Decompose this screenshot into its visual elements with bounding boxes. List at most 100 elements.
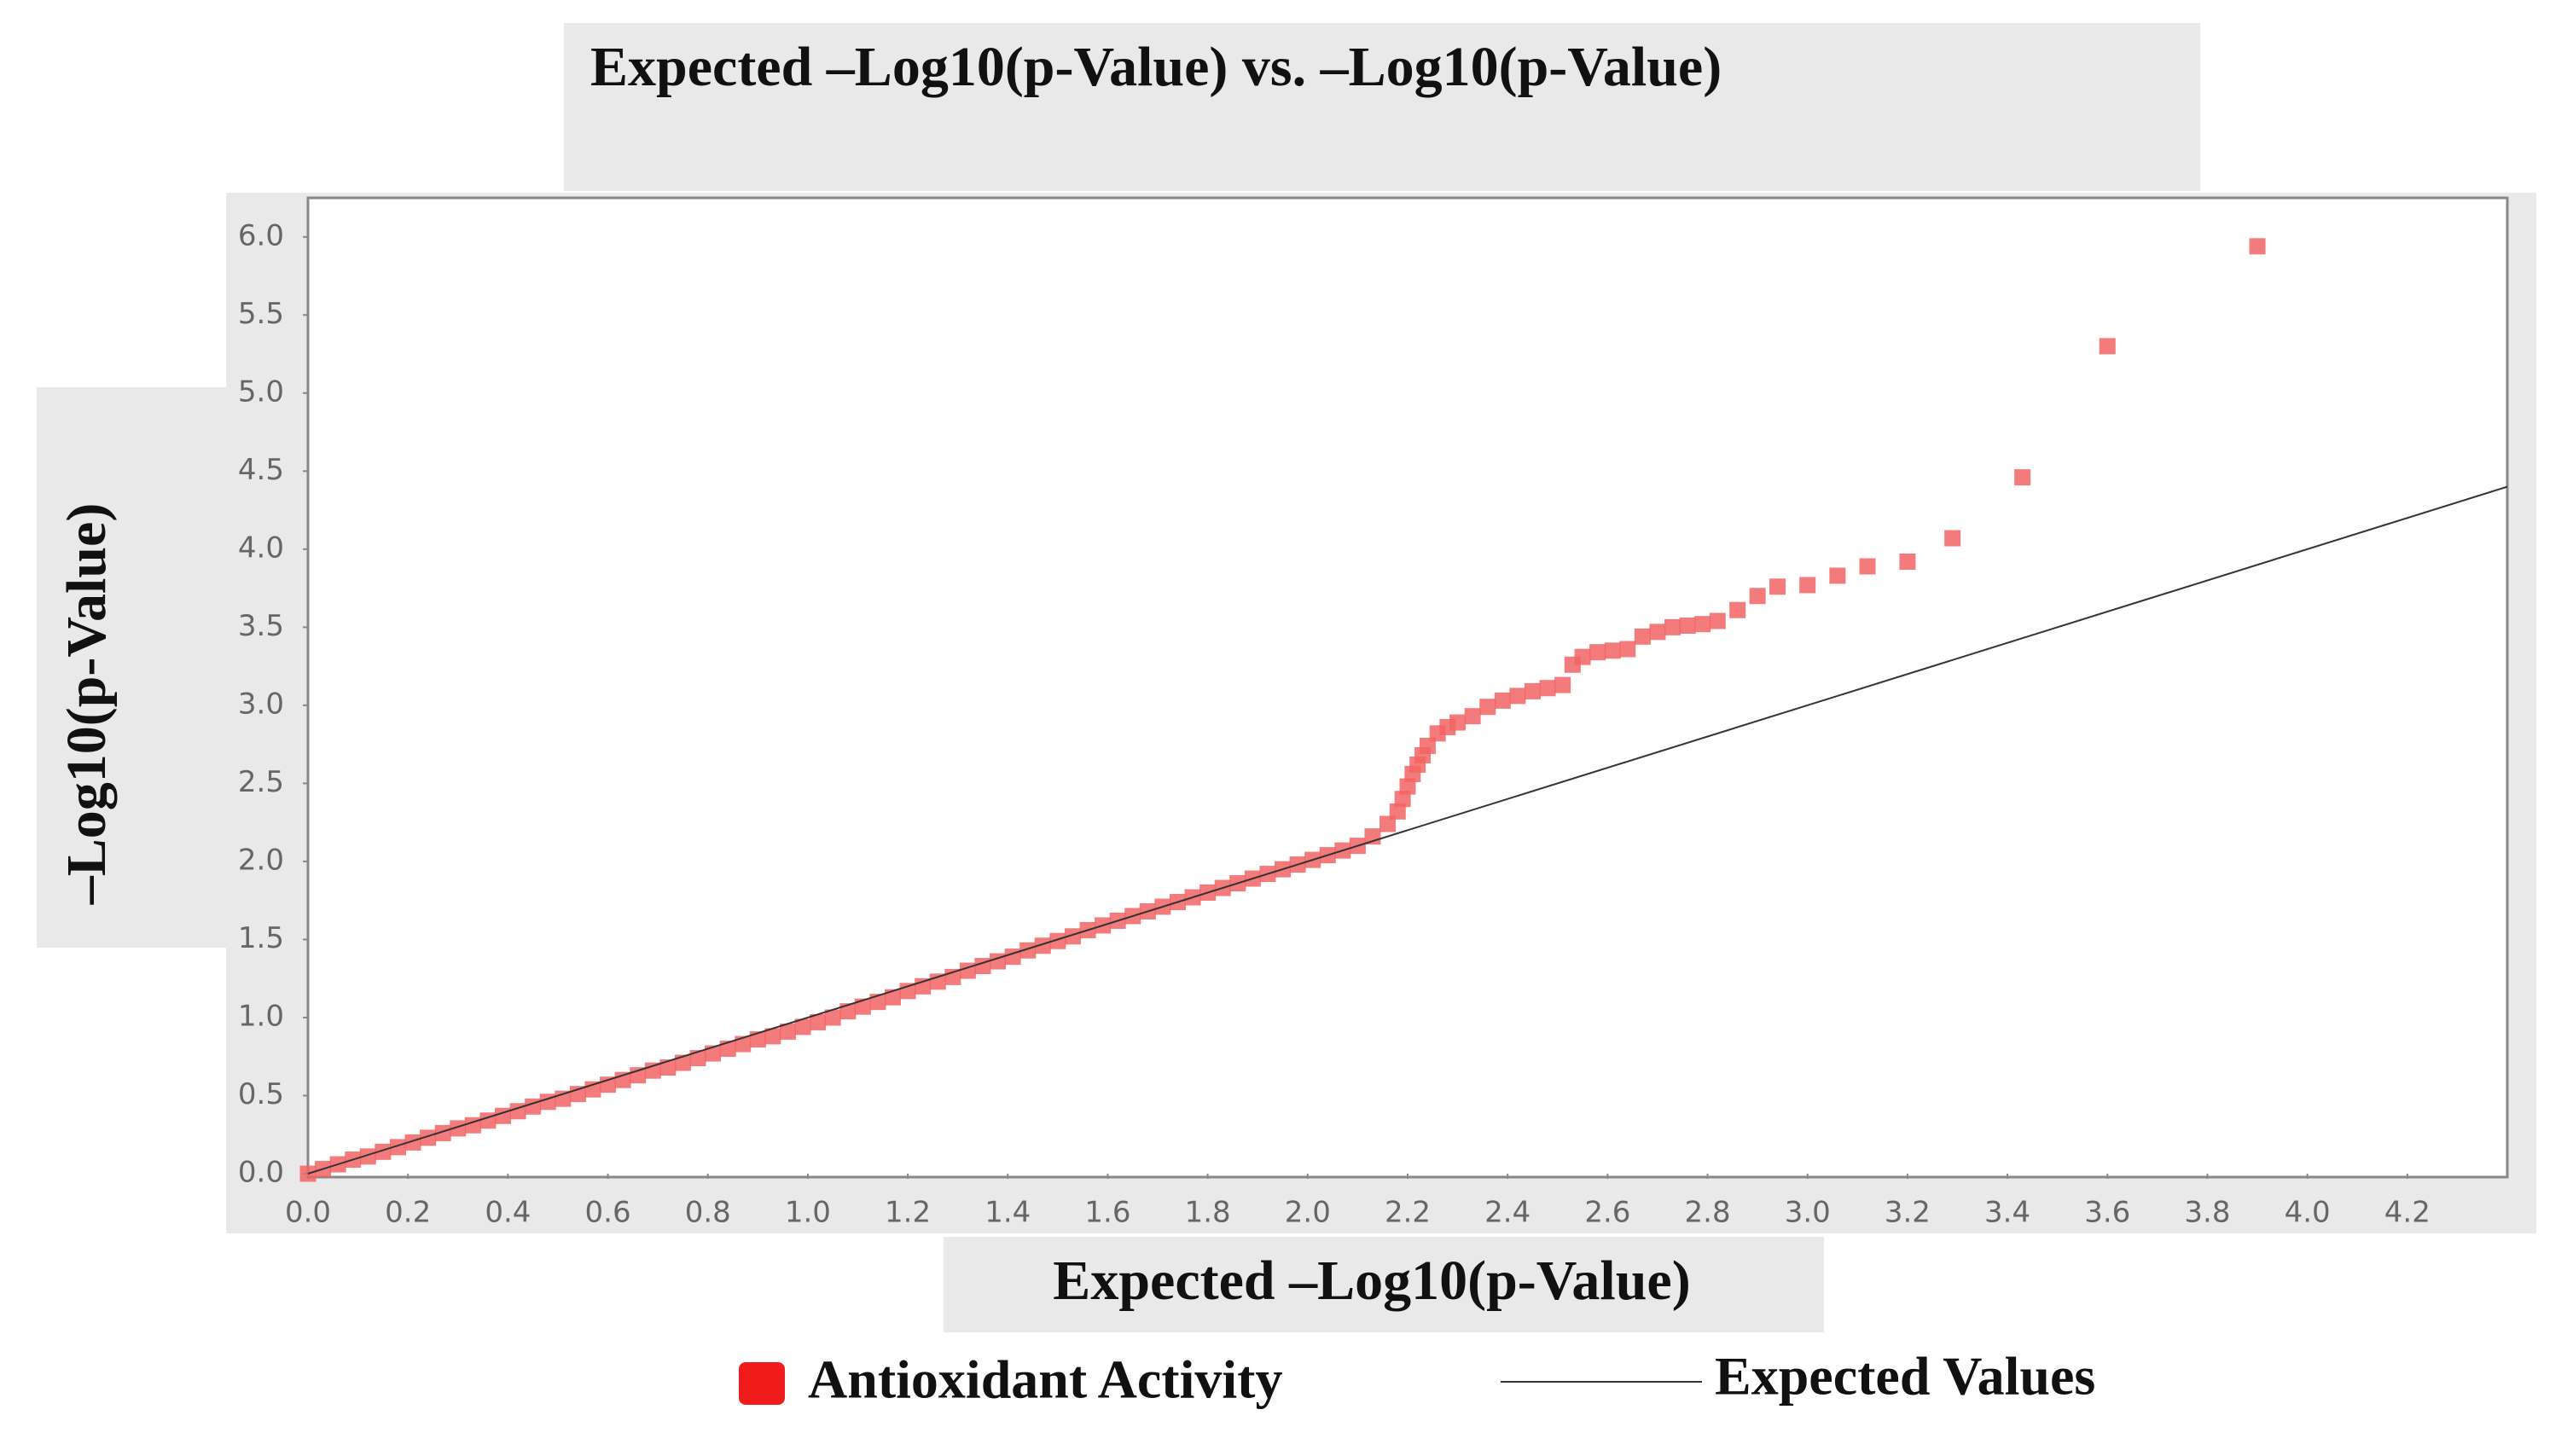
- data-point: [420, 1129, 437, 1146]
- data-point: [1694, 616, 1711, 633]
- data-point: [1574, 648, 1591, 665]
- data-point: [1494, 692, 1511, 709]
- data-point: [434, 1124, 451, 1141]
- data-point: [1769, 578, 1786, 595]
- data-point: [854, 998, 871, 1015]
- y-label-box: [37, 387, 226, 948]
- title-box: [564, 23, 2200, 191]
- data-point: [450, 1120, 467, 1137]
- x-axis-label: Expected –Log10(p-Value): [1053, 1250, 1690, 1312]
- x-tick-label: 2.0: [1285, 1196, 1331, 1230]
- x-tick-label: 3.0: [1785, 1196, 1831, 1230]
- x-tick-label: 2.4: [1484, 1196, 1530, 1230]
- x-tick-label: 1.6: [1084, 1196, 1130, 1230]
- y-tick-label: 2.5: [238, 765, 284, 799]
- data-point: [1729, 601, 1746, 618]
- data-point: [749, 1031, 766, 1048]
- data-point: [404, 1134, 421, 1151]
- data-point: [1799, 577, 1816, 594]
- x-tick-label: 4.2: [2384, 1196, 2431, 1230]
- data-point: [764, 1028, 781, 1045]
- data-point: [869, 994, 886, 1011]
- legend-label: Expected Values: [1715, 1346, 2095, 1407]
- x-tick-label: 2.8: [1685, 1196, 1731, 1230]
- y-tick-label: 0.0: [238, 1156, 284, 1190]
- y-tick-label: 2.0: [238, 843, 284, 877]
- legend-swatch: [739, 1362, 785, 1405]
- data-point: [1829, 567, 1846, 584]
- data-point: [719, 1041, 736, 1058]
- data-point: [1944, 530, 1961, 547]
- data-point: [1539, 680, 1556, 697]
- y-tick-label: 4.5: [238, 453, 284, 487]
- data-point: [705, 1045, 722, 1062]
- data-point: [1604, 642, 1621, 659]
- data-point: [1679, 618, 1696, 635]
- x-tick-label: 3.8: [2184, 1196, 2230, 1230]
- y-axis-label: –Log10(p-Value): [55, 503, 118, 906]
- data-point: [1379, 815, 1397, 832]
- data-point: [1479, 699, 1496, 716]
- data-point: [2014, 469, 2031, 486]
- data-point: [1649, 624, 1666, 641]
- data-point: [1554, 676, 1571, 693]
- x-tick-label: 3.2: [1885, 1196, 1931, 1230]
- y-tick-label: 1.0: [238, 999, 284, 1033]
- x-tick-label: 4.0: [2285, 1196, 2331, 1230]
- data-point: [779, 1023, 796, 1040]
- x-tick-label: 2.2: [1385, 1196, 1431, 1230]
- data-point: [1589, 644, 1606, 661]
- x-tick-label: 0.4: [485, 1196, 531, 1230]
- data-point: [375, 1143, 392, 1160]
- data-point: [1449, 714, 1467, 731]
- legend: Antioxidant Activity Expected Values: [739, 1346, 2095, 1410]
- data-point: [824, 1009, 841, 1026]
- data-point: [839, 1003, 857, 1020]
- x-tick-label: 2.6: [1584, 1196, 1630, 1230]
- x-tick-label: 1.8: [1185, 1196, 1231, 1230]
- legend-label: Antioxidant Activity: [808, 1349, 1282, 1410]
- data-point: [1389, 803, 1406, 820]
- x-tick-label: 0.0: [285, 1196, 331, 1230]
- expected-line: [307, 485, 2508, 1175]
- y-tick-label: 4.0: [238, 531, 284, 565]
- x-tick-label: 0.2: [385, 1196, 431, 1230]
- x-tick-label: 3.4: [1984, 1196, 2030, 1230]
- x-label-box: [944, 1237, 1824, 1332]
- data-point: [885, 989, 902, 1006]
- y-tick-label: 5.5: [238, 297, 284, 331]
- data-point: [674, 1054, 691, 1071]
- data-point: [1019, 942, 1037, 959]
- x-tick-label: 1.4: [984, 1196, 1031, 1230]
- x-tick-label: 1.0: [785, 1196, 831, 1230]
- plot-area: [306, 196, 2509, 1179]
- data-point: [1634, 628, 1651, 645]
- data-point: [689, 1050, 706, 1067]
- data-point: [1419, 737, 1436, 754]
- y-tick-label: 3.0: [238, 687, 284, 721]
- chart-title: Expected –Log10(p-Value) vs. –Log10(p-Va…: [590, 36, 1722, 98]
- data-point: [1064, 928, 1081, 945]
- data-point: [389, 1139, 406, 1156]
- y-tick-label: 5.0: [238, 374, 284, 409]
- data-point: [1899, 553, 1916, 570]
- data-point: [810, 1013, 827, 1030]
- data-point: [1619, 641, 1636, 658]
- data-point: [1524, 682, 1541, 699]
- data-point: [1034, 937, 1051, 954]
- data-point: [2249, 238, 2266, 255]
- x-tick-label: 3.6: [2084, 1196, 2130, 1230]
- y-tick-label: 6.0: [238, 218, 284, 252]
- data-point: [1509, 687, 1526, 705]
- y-tick-label: 1.5: [238, 921, 284, 955]
- data-point: [1664, 618, 1681, 635]
- data-point: [1049, 932, 1066, 949]
- data-point: [735, 1035, 752, 1053]
- data-point: [1399, 778, 1416, 795]
- data-point: [1709, 612, 1726, 629]
- y-tick-label: 3.5: [238, 609, 284, 643]
- data-point: [359, 1148, 376, 1165]
- x-tick-label: 1.2: [885, 1196, 931, 1230]
- data-point: [1749, 588, 1766, 605]
- y-tick-label: 0.5: [238, 1077, 284, 1111]
